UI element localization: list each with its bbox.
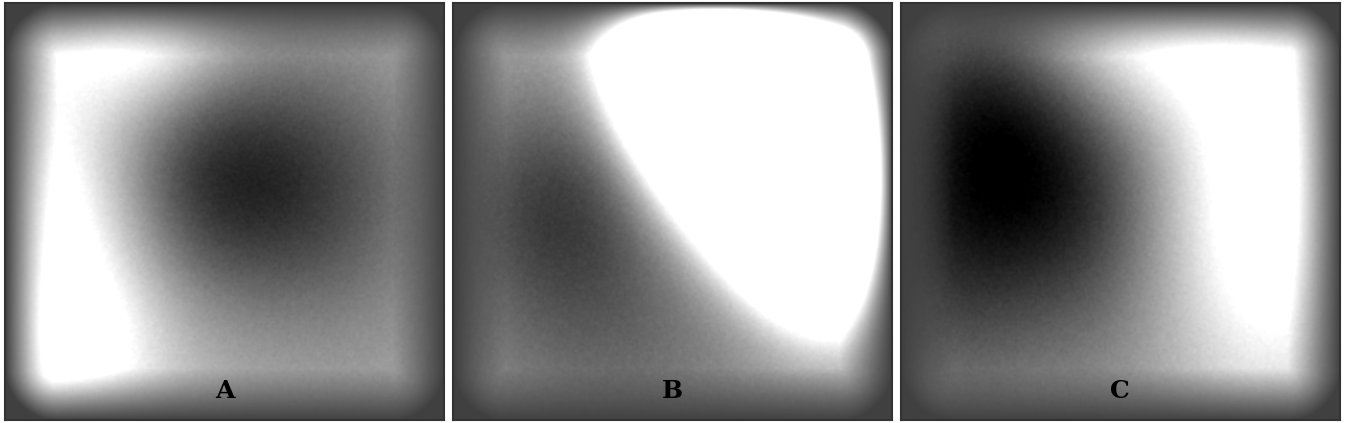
Text: A: A <box>215 379 234 403</box>
Text: C: C <box>1111 379 1130 403</box>
Text: B: B <box>662 379 683 403</box>
